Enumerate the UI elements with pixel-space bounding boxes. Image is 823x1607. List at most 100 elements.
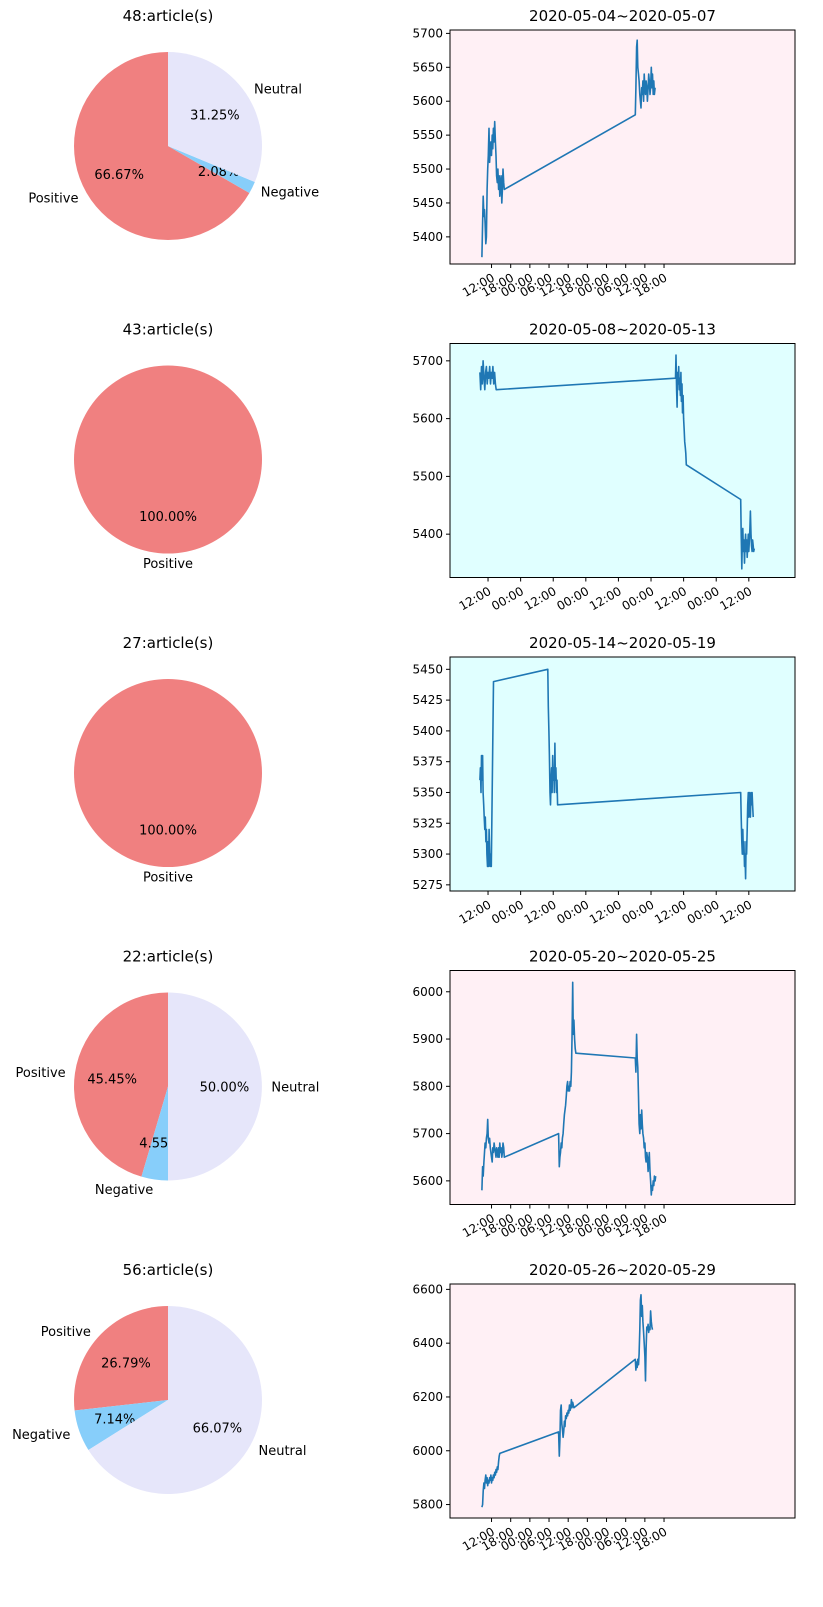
sentiment-pie-1: 48:article(s)Positive66.67%Negative2.08%… — [28, 7, 319, 240]
price-line-chart-4: 2020-05-20~2020-05-25 5600 5700 5800 5900 600… — [412, 948, 796, 1240]
axes-frame — [449, 29, 796, 265]
pie-title: 22:article(s) — [123, 948, 214, 966]
price-line-chart-5: 2020-05-26~2020-05-29 5800 6000 6200 6400 660… — [412, 1261, 796, 1554]
x-tick-label: 00:00 — [620, 897, 657, 926]
pie-title: 48:article(s) — [123, 7, 214, 25]
x-tick-label: 12:00 — [652, 897, 689, 926]
pie-slice-negative — [141, 1086, 168, 1181]
sentiment-pie-3: 27:article(s) Positive 100.00% — [74, 634, 262, 885]
pie-percent-neutral: 31.25% — [190, 109, 240, 124]
axes-frame — [449, 656, 796, 892]
pie-slice-positive — [73, 992, 168, 1177]
y-tick-label: 5400 — [412, 230, 443, 244]
x-tick-label: 00:00 — [554, 584, 591, 613]
y-tick-label: 5450 — [412, 196, 443, 210]
y-tick-label: 5700 — [412, 26, 443, 40]
plot-area — [450, 970, 795, 1205]
y-tick-label: 5450 — [412, 662, 443, 676]
y-tick-label: 5800 — [412, 1498, 443, 1512]
y-tick-label: 6000 — [412, 1444, 443, 1458]
axes-frame — [449, 970, 796, 1205]
y-tick-label: 5650 — [412, 60, 443, 74]
x-tick-label: 12:00 — [652, 584, 689, 613]
x-tick-label: 12:00 — [457, 584, 494, 613]
sentiment-pie-2: 43:article(s) Positive 100.00% — [74, 321, 262, 572]
y-tick-label: 5400 — [412, 527, 443, 541]
line-title: 2020-05-26~2020-05-29 — [529, 1261, 716, 1279]
x-tick-label: 12:00 — [522, 584, 559, 613]
line-title: 2020-05-20~2020-05-25 — [529, 948, 716, 966]
x-tick-label: 00:00 — [489, 897, 526, 926]
pie-slice-positive — [74, 679, 262, 867]
price-line-chart-1: 2020-05-04~2020-05-07 5400 5450 5500 5550 560… — [412, 7, 796, 300]
plot-area — [450, 657, 795, 891]
pie-percent-neutral: 66.07% — [193, 1421, 243, 1436]
y-tick-label: 5900 — [412, 1032, 443, 1046]
pie-title: 56:article(s) — [123, 1261, 214, 1279]
pie-label-positive: Positive — [41, 1325, 91, 1340]
y-tick-label: 5350 — [412, 785, 443, 799]
pie-label-positive: Positive — [143, 557, 193, 572]
pie-percent-positive: 100.00% — [139, 510, 197, 525]
pie-slice-neutral — [168, 992, 262, 1181]
y-tick-label: 5600 — [412, 1174, 443, 1188]
price-series-line — [481, 39, 656, 258]
line-title: 2020-05-08~2020-05-13 — [529, 321, 716, 339]
price-series-line — [479, 668, 754, 880]
pie-label-positive: Positive — [28, 192, 78, 207]
pie-slice-neutral — [168, 52, 262, 182]
pie-slice-negative — [168, 146, 255, 193]
x-tick-label: 12:00 — [587, 897, 624, 926]
pie-label-negative: Negative — [12, 1428, 70, 1443]
pie-label-positive: Positive — [16, 1066, 66, 1081]
y-tick-label: 5600 — [412, 94, 443, 108]
x-tick-label: 12:00 — [717, 897, 754, 926]
pie-label-neutral: Neutral — [271, 1081, 319, 1096]
y-tick-label: 5800 — [412, 1079, 443, 1093]
pie-percent-positive: 26.79% — [101, 1356, 151, 1371]
pie-percent-positive: 100.00% — [139, 823, 197, 838]
x-tick-label: 12:00 — [717, 584, 754, 613]
y-tick-label: 5375 — [412, 755, 443, 769]
price-series-line — [481, 981, 657, 1196]
x-tick-label: 00:00 — [685, 897, 722, 926]
x-tick-label: 12:00 — [522, 897, 559, 926]
y-tick-label: 6200 — [412, 1390, 443, 1404]
pie-slice-positive — [74, 365, 262, 554]
line-title: 2020-05-04~2020-05-07 — [529, 7, 716, 25]
y-tick-label: 5700 — [412, 354, 443, 368]
y-tick-label: 5275 — [412, 878, 443, 892]
plot-area — [450, 1284, 795, 1518]
pie-percent-neutral: 50.00% — [200, 1081, 250, 1096]
y-tick-label: 6600 — [412, 1282, 443, 1296]
x-tick-label: 00:00 — [554, 897, 591, 926]
y-tick-label: 5500 — [412, 162, 443, 176]
y-tick-label: 5400 — [412, 724, 443, 738]
axes-frame — [449, 1283, 796, 1519]
y-tick-label: 5325 — [412, 816, 443, 830]
y-tick-label: 5550 — [412, 128, 443, 142]
y-tick-label: 6000 — [412, 985, 443, 999]
x-tick-label: 12:00 — [457, 897, 494, 926]
x-tick-label: 12:00 — [587, 584, 624, 613]
pie-slice-neutral — [88, 1306, 262, 1494]
pie-label-negative: Negative — [95, 1183, 153, 1198]
pie-label-positive: Positive — [143, 870, 193, 885]
pie-title: 43:article(s) — [123, 321, 214, 339]
x-tick-label: 00:00 — [620, 584, 657, 613]
sentiment-pie-5: 56:article(s) Positive 26.79% Negative 7.14%… — [12, 1261, 306, 1494]
y-tick-label: 6400 — [412, 1336, 443, 1350]
plot-area — [450, 30, 795, 264]
pie-percent-positive: 66.67% — [94, 168, 144, 183]
y-tick-label: 5700 — [412, 1127, 443, 1141]
pie-slice-positive — [73, 52, 250, 240]
pie-slice-positive — [73, 1306, 168, 1411]
x-tick-label: 00:00 — [685, 584, 722, 613]
pie-label-neutral: Neutral — [254, 83, 302, 98]
pie-title: 27:article(s) — [123, 634, 214, 652]
y-tick-label: 5500 — [412, 469, 443, 483]
y-tick-label: 5600 — [412, 412, 443, 426]
price-series-line — [479, 354, 756, 570]
pie-slice-negative — [74, 1400, 168, 1451]
